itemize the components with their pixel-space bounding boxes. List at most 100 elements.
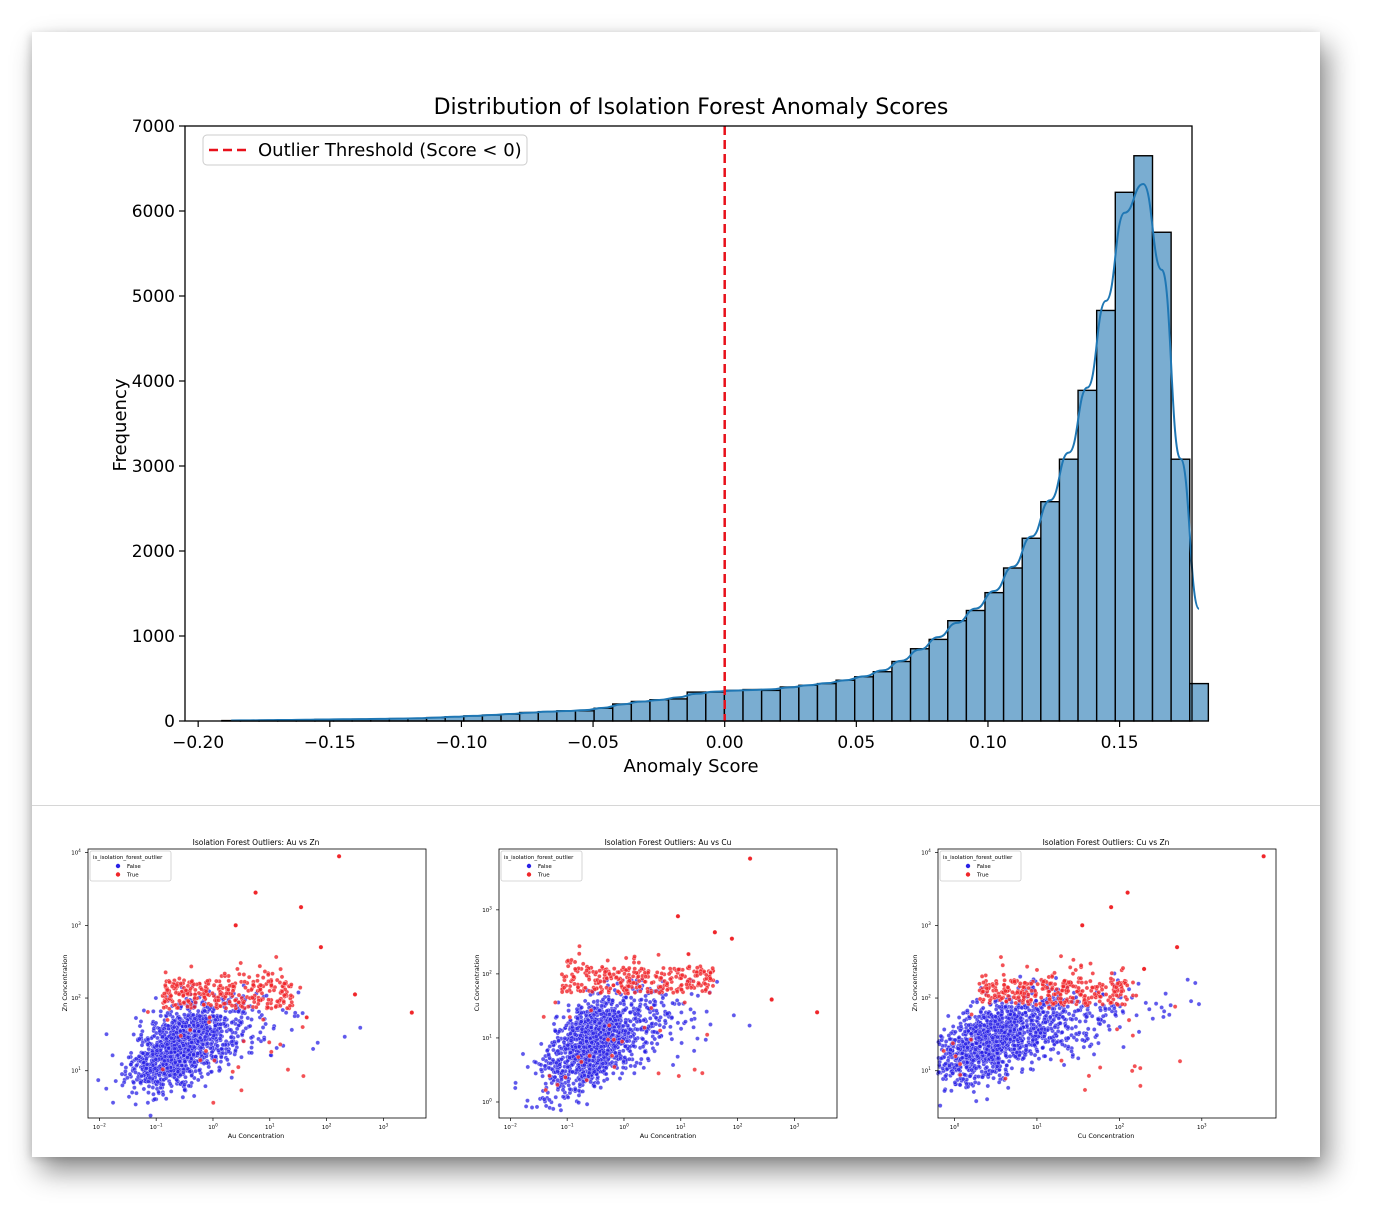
inlier-point [1043,1019,1048,1025]
inlier-point [611,1008,617,1014]
kde-curve [231,183,1201,722]
inlier-point [141,1060,147,1066]
inlier-point [1056,1050,1061,1056]
inlier-point [226,1049,231,1054]
inlier-point [1032,1052,1038,1058]
outlier-point [282,992,287,998]
outlier-point [632,966,637,971]
inlier-point [185,1035,191,1040]
inlier-point [1026,1036,1031,1041]
outlier-point [279,989,285,994]
inlier-point [559,1077,564,1082]
inlier-point [632,1063,638,1069]
inlier-point [990,1035,996,1041]
scatter-xtick-label: 10−2 [504,1123,517,1132]
outlier-point [177,998,182,1004]
inlier-point [1003,1053,1009,1058]
inlier-point [581,1048,586,1054]
inlier-point [178,1028,183,1034]
inlier-point [151,1092,156,1097]
inlier-point [590,1030,596,1036]
inlier-point [597,1065,602,1071]
inlier-point [986,1043,992,1049]
inlier-point [1020,1066,1025,1072]
inlier-point [580,1089,585,1094]
inlier-point [675,1054,680,1059]
inlier-point [638,1061,643,1066]
outlier-point [569,957,574,963]
inlier-point [1147,1007,1152,1012]
inlier-point [668,1024,673,1030]
outlier-point [631,980,636,986]
inlier-point [973,1047,978,1052]
inlier-point [208,1045,213,1051]
outlier-point [192,1004,197,1010]
outlier-point [203,1048,209,1054]
hist-ytick-label: 5000 [132,287,175,307]
inlier-point [958,1027,963,1033]
inlier-point [151,1026,157,1031]
outlier-point [586,977,592,982]
inlier-point [658,1015,663,1020]
scatter2-xlabel: Au Concentration [640,1132,697,1140]
outlier-point [265,1001,270,1007]
inlier-point [993,1014,998,1019]
outlier-point [216,998,221,1003]
hist-ytick-label: 0 [164,712,175,732]
outlier-point [643,974,648,979]
hist-bar [1114,191,1135,722]
inlier-point [964,1053,969,1058]
inlier-point [976,1060,982,1065]
outlier-point [637,984,642,990]
inlier-point [652,1048,657,1054]
outlier-point [165,987,170,993]
inlier-point [167,1081,173,1087]
inlier-point [604,1051,610,1057]
inlier-point [604,1001,609,1007]
inlier-point [610,998,615,1003]
inlier-point [1014,1050,1020,1055]
outlier-point [243,985,248,990]
inlier-point [153,1057,159,1062]
inlier-point [235,1034,241,1039]
inlier-point [653,1021,659,1027]
scatter-ytick-label: 102 [482,969,492,978]
inlier-point [228,1027,234,1033]
outlier-point [638,989,643,994]
outlier-point [300,1024,305,1030]
inlier-point [948,1047,953,1053]
inlier-point [586,1001,591,1007]
inlier-point [1023,1047,1029,1053]
hist-xtick-label: 0.05 [837,733,875,753]
inlier-point [970,999,976,1005]
outlier-point [688,985,694,990]
inlier-point [565,1043,571,1048]
hist-bar [593,707,614,722]
inlier-point [977,1029,983,1035]
outlier-point [282,981,287,986]
inlier-point [984,1064,990,1070]
outlier-point [612,1064,617,1070]
outlier-point [230,984,236,989]
scatter-ytick-label: 101 [482,1033,492,1042]
hist-bar [1058,458,1079,722]
outlier-point [202,994,207,1000]
inlier-point [560,1087,566,1093]
inlier-point [153,995,159,1001]
inlier-point [183,1074,188,1080]
outlier-point [236,1000,241,1005]
outlier-point [192,995,198,1001]
scatter1-legend-true: True [126,873,139,879]
outlier-point [671,990,676,995]
inlier-point [953,1029,958,1035]
inlier-point [708,1022,713,1027]
inlier-point [148,1068,153,1074]
inlier-point [617,1013,623,1018]
hist-ytick-label: 6000 [132,202,175,222]
inlier-point [600,997,606,1002]
inlier-point [1081,1044,1087,1050]
outlier-point [623,955,629,961]
inlier-point [260,1025,266,1030]
inlier-point [120,1083,125,1088]
outlier-point [222,1001,228,1006]
